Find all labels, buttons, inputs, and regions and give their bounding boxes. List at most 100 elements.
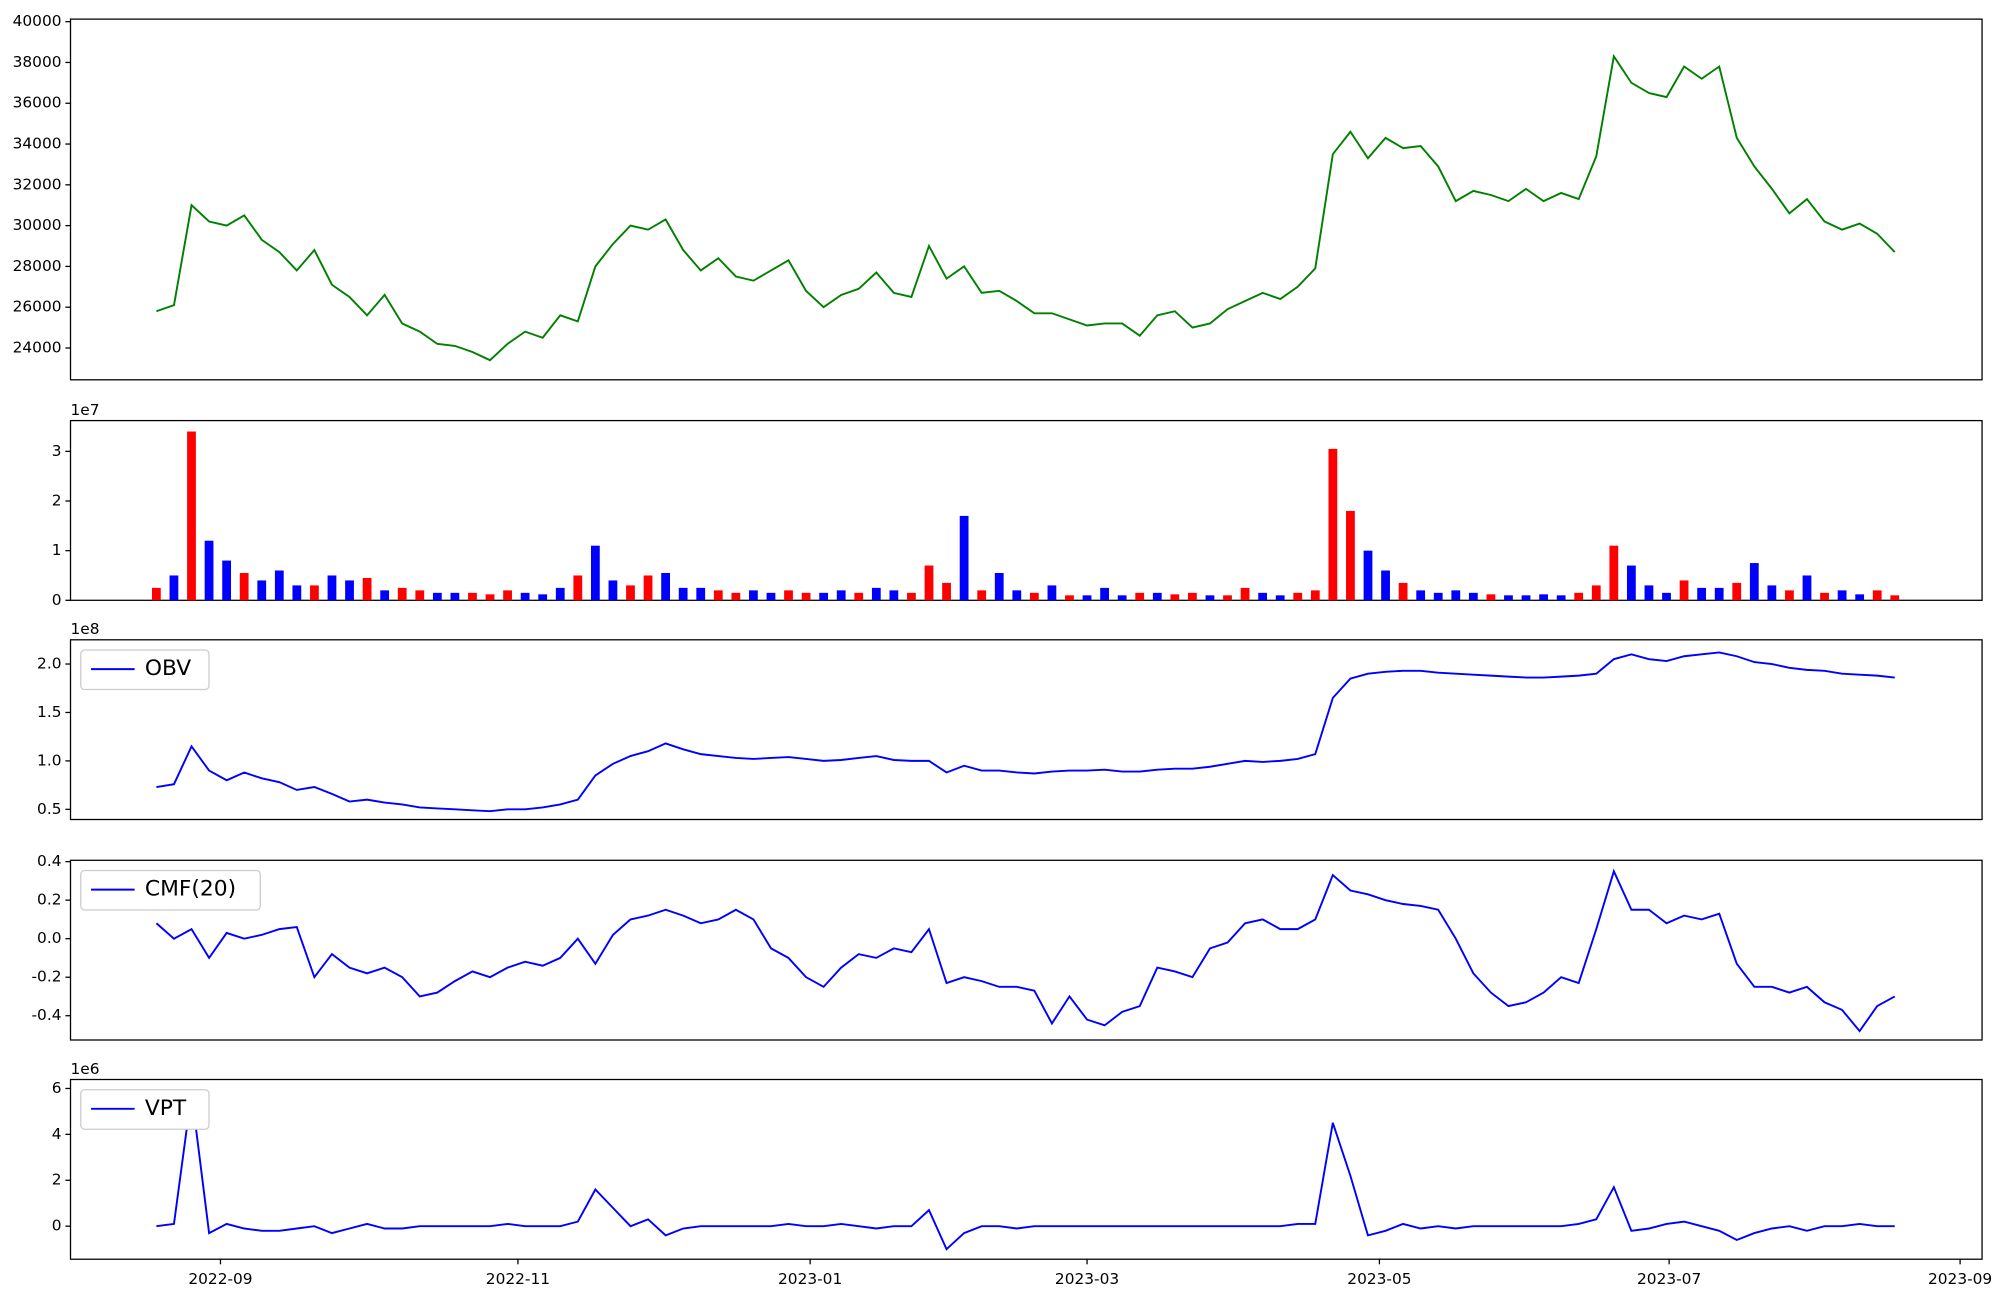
bar bbox=[626, 585, 635, 601]
bar bbox=[643, 575, 653, 601]
y-tick-label: -0.4 bbox=[32, 1006, 62, 1024]
y-tick-label: 0 bbox=[52, 1217, 62, 1235]
bar bbox=[608, 580, 618, 601]
axes-frame bbox=[69, 639, 1983, 821]
axes-frame bbox=[69, 1078, 1983, 1260]
legend-box bbox=[80, 649, 210, 691]
bar bbox=[1117, 595, 1127, 601]
bar bbox=[1065, 595, 1074, 601]
bar bbox=[274, 570, 284, 601]
x-tick-label: 2023-01 bbox=[778, 1270, 842, 1288]
bar bbox=[468, 592, 477, 601]
bar bbox=[485, 594, 495, 601]
y-tick-label: 2 bbox=[52, 492, 62, 510]
bar bbox=[1205, 595, 1215, 601]
y-tick-label: 2 bbox=[52, 1171, 62, 1189]
bar bbox=[573, 575, 583, 601]
bar bbox=[292, 585, 302, 601]
bar bbox=[1188, 592, 1197, 601]
bar bbox=[1662, 592, 1671, 601]
y-tick-label: 2.0 bbox=[37, 655, 61, 673]
y-tick-label: 0.4 bbox=[37, 852, 61, 870]
bar bbox=[801, 592, 811, 601]
bar bbox=[1609, 545, 1619, 601]
bar bbox=[1381, 570, 1390, 601]
x-tick-label: 2023-09 bbox=[1928, 1270, 1992, 1288]
y-tick-label: 32000 bbox=[13, 175, 62, 193]
bar bbox=[994, 572, 1004, 601]
bar bbox=[784, 590, 793, 601]
bar bbox=[1240, 587, 1250, 601]
bar bbox=[151, 587, 161, 601]
y-tick-label: 1 bbox=[52, 541, 62, 559]
bar bbox=[959, 515, 969, 601]
bar bbox=[1293, 592, 1303, 601]
bar bbox=[1767, 585, 1777, 601]
bar bbox=[1504, 595, 1513, 601]
bar bbox=[380, 590, 390, 601]
bar bbox=[854, 592, 864, 601]
bar bbox=[450, 592, 460, 601]
bar bbox=[836, 590, 846, 601]
bar bbox=[871, 587, 881, 601]
y-tick-label: 26000 bbox=[13, 298, 62, 316]
legend-label: OBV bbox=[145, 656, 191, 681]
bar bbox=[345, 580, 354, 601]
bar bbox=[1100, 587, 1109, 601]
y-tick-label: 6 bbox=[52, 1079, 62, 1097]
bar bbox=[1697, 587, 1707, 601]
bar bbox=[327, 575, 337, 601]
data-line bbox=[155, 868, 1896, 1033]
bar bbox=[1732, 582, 1742, 601]
bar bbox=[749, 590, 758, 601]
bar bbox=[169, 575, 179, 601]
x-tick-label: 2022-09 bbox=[188, 1270, 252, 1288]
y-tick-label: 0.2 bbox=[37, 891, 61, 909]
bar bbox=[1258, 592, 1268, 601]
bar bbox=[187, 431, 196, 601]
y-tick-label: 36000 bbox=[13, 94, 62, 112]
bar bbox=[222, 560, 232, 601]
bar bbox=[432, 592, 442, 601]
x-tick-label: 2023-07 bbox=[1637, 1270, 1701, 1288]
bar bbox=[889, 590, 899, 601]
y-tick-label: 0.5 bbox=[37, 800, 61, 818]
bar bbox=[1820, 592, 1829, 601]
bar bbox=[1556, 595, 1566, 601]
y-tick-label: 1.0 bbox=[37, 751, 61, 769]
bar bbox=[907, 592, 916, 601]
y-tick-label: 30000 bbox=[13, 216, 62, 234]
axes-frame bbox=[69, 419, 1983, 601]
bar bbox=[1644, 585, 1654, 601]
bar bbox=[1363, 550, 1373, 601]
bar bbox=[696, 587, 706, 601]
y-tick-label: 28000 bbox=[13, 257, 62, 275]
bar bbox=[661, 572, 670, 601]
bar bbox=[1346, 510, 1355, 601]
data-line bbox=[156, 651, 1895, 813]
bar bbox=[1855, 594, 1865, 601]
bar bbox=[1714, 587, 1724, 601]
bar bbox=[924, 565, 934, 601]
bar bbox=[257, 580, 267, 601]
bar bbox=[678, 587, 688, 601]
x-tick-label: 2022-11 bbox=[486, 1270, 550, 1288]
bar bbox=[503, 590, 512, 601]
bar bbox=[1047, 585, 1057, 601]
y-tick-label: -0.2 bbox=[32, 968, 62, 986]
bar bbox=[1486, 594, 1496, 601]
bar bbox=[1451, 590, 1461, 601]
bar bbox=[204, 540, 214, 601]
axes-frame bbox=[69, 18, 1983, 381]
bar bbox=[397, 587, 407, 601]
data-line bbox=[156, 53, 1896, 362]
offset-label: 1e7 bbox=[71, 401, 100, 419]
bar bbox=[1749, 563, 1759, 601]
bar bbox=[555, 587, 565, 601]
bar bbox=[1802, 575, 1812, 601]
y-tick-label: 0.0 bbox=[37, 929, 61, 947]
bar bbox=[1170, 594, 1180, 601]
legend-box bbox=[80, 869, 261, 911]
bar bbox=[1468, 592, 1478, 601]
bar bbox=[1521, 595, 1531, 601]
